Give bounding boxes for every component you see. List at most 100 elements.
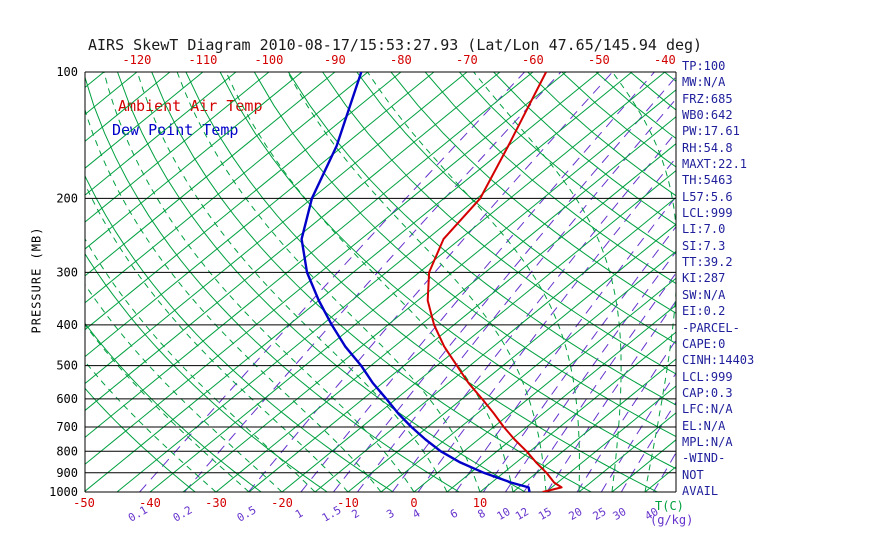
mixing-ratio-line (576, 339, 676, 492)
top-temp-tick-label: -90 (324, 53, 346, 67)
top-temp-tick-label: -100 (254, 53, 283, 67)
mixing-ratio-line (391, 131, 676, 492)
stats-line: LFC:N/A (682, 402, 733, 417)
stats-line: LCL:999 (682, 206, 733, 221)
isotherm-line (446, 304, 676, 492)
mixing-ratio-line (248, 72, 613, 492)
mixing-ratio-line (300, 72, 655, 492)
stats-line: MAXT:22.1 (682, 157, 748, 172)
mixing-ratio-line (417, 157, 676, 492)
isotherm-line (182, 89, 676, 492)
bottom-temp-tick-label: 10 (473, 496, 487, 510)
stats-line: -WIND- (682, 451, 726, 466)
mixing-ratio-tick-label: 12 (513, 505, 531, 523)
moist-adiabat-line (473, 72, 622, 492)
isotherm-line (380, 250, 676, 492)
moist-adiabat-line (176, 72, 481, 492)
top-temp-tick-label: -120 (122, 53, 151, 67)
mixing-ratio-line (546, 300, 676, 492)
dry-adiabat-line (287, 72, 676, 406)
stats-line: SI:7.3 (682, 238, 726, 253)
isotherm-line (281, 169, 676, 492)
dry-adiabat-line (85, 75, 460, 492)
stats-line: LI:7.0 (682, 222, 726, 237)
bottom-temp-tick-label: -40 (139, 496, 161, 510)
mixing-ratio-tick-label: 0.5 (235, 503, 259, 524)
top-temp-tick-label: -80 (390, 53, 412, 67)
mixing-ratio-line (333, 76, 676, 492)
isotherm-line (85, 72, 105, 89)
moist-adiabat-line (136, 72, 448, 492)
stats-line: TP:100 (682, 59, 726, 73)
isotherm-line (479, 331, 676, 492)
bottom-temp-tick-label: -30 (205, 496, 227, 510)
mixing-ratio-tick-label: 10 (495, 505, 513, 523)
moist-adiabat-line (287, 72, 547, 492)
mixing-ratio-tick-label: 25 (591, 505, 609, 523)
moist-adiabat-line (85, 360, 217, 492)
stats-line: LCL:999 (682, 369, 733, 384)
pressure-tick-label: 200 (56, 191, 78, 205)
top-temp-tick-label: -70 (456, 53, 478, 67)
mixing-ratio-tick-label: 0.2 (171, 503, 195, 524)
dry-adiabat-line (85, 174, 394, 492)
dry-adiabat-line (85, 387, 196, 492)
stats-line: MPL:N/A (682, 434, 733, 449)
dry-adiabat-line (356, 72, 676, 345)
mixing-ratio-tick-label: 3 (384, 507, 396, 522)
pressure-tick-label: 300 (56, 265, 78, 279)
isotherm-line (85, 72, 369, 304)
mixing-ratio-line (652, 451, 676, 492)
pressure-tick-label: 500 (56, 359, 78, 373)
pressure-tick-label: 900 (56, 466, 78, 480)
pressure-tick-label: 800 (56, 444, 78, 458)
top-temp-tick-label: -110 (188, 53, 217, 67)
isotherm-line (85, 72, 303, 250)
mixing-ratio-line (504, 250, 676, 492)
mixing-ratio-tick-label: 6 (448, 507, 460, 522)
isotherm-line (85, 72, 402, 331)
bottom-temp-tick-label: -20 (271, 496, 293, 510)
dry-adiabat-line (459, 72, 676, 255)
pressure-tick-label: 100 (56, 65, 78, 79)
dry-adiabat-line (219, 72, 676, 470)
dry-adiabat-line (85, 252, 328, 492)
isotherm-line (512, 358, 676, 492)
mixing-ratio-line (455, 195, 676, 492)
skewt-field (85, 72, 676, 492)
mixing-unit-label: (g/kg) (650, 513, 694, 527)
stats-line: CINH:14403 (682, 353, 755, 368)
temp-unit-label: T(C) (655, 499, 684, 513)
stats-line: SW:N/A (682, 287, 726, 302)
mixing-ratio-tick-label: 2 (350, 507, 362, 522)
isotherm-line (85, 72, 204, 169)
dry-adiabat-line (117, 72, 526, 492)
isotherm-line (314, 196, 676, 492)
moist-adiabat-line (611, 72, 676, 492)
stats-line: FRZ:685 (682, 91, 733, 106)
stats-line: TT:39.2 (682, 255, 733, 270)
isotherm-line (85, 72, 468, 385)
moist-adiabat-line (85, 182, 349, 492)
isotherm-line (545, 385, 676, 492)
stats-line: PW:17.61 (682, 124, 740, 139)
isotherm-line (85, 72, 435, 358)
moist-adiabat-line (225, 72, 514, 492)
isotherm-line (248, 143, 676, 492)
mixing-ratio-line (482, 225, 676, 492)
dew-point-curve (300, 72, 531, 492)
legend-ambient-air-temp: Ambient Air Temp (118, 97, 263, 115)
pressure-tick-label: 600 (56, 392, 78, 406)
stats-line: WB0:642 (682, 108, 733, 123)
stats-line: TH:5463 (682, 173, 733, 188)
stats-line: -PARCEL- (682, 320, 740, 335)
pressure-tick-label: 400 (56, 318, 78, 332)
stats-line: EL:N/A (682, 418, 726, 433)
ambient-temp-curve (426, 72, 563, 492)
mixing-ratio-tick-label: 15 (536, 505, 554, 523)
mixing-ratio-line (620, 401, 676, 492)
isotherm-line (578, 412, 676, 492)
moist-adiabat-line (85, 323, 250, 492)
isotherm-line (149, 72, 666, 492)
